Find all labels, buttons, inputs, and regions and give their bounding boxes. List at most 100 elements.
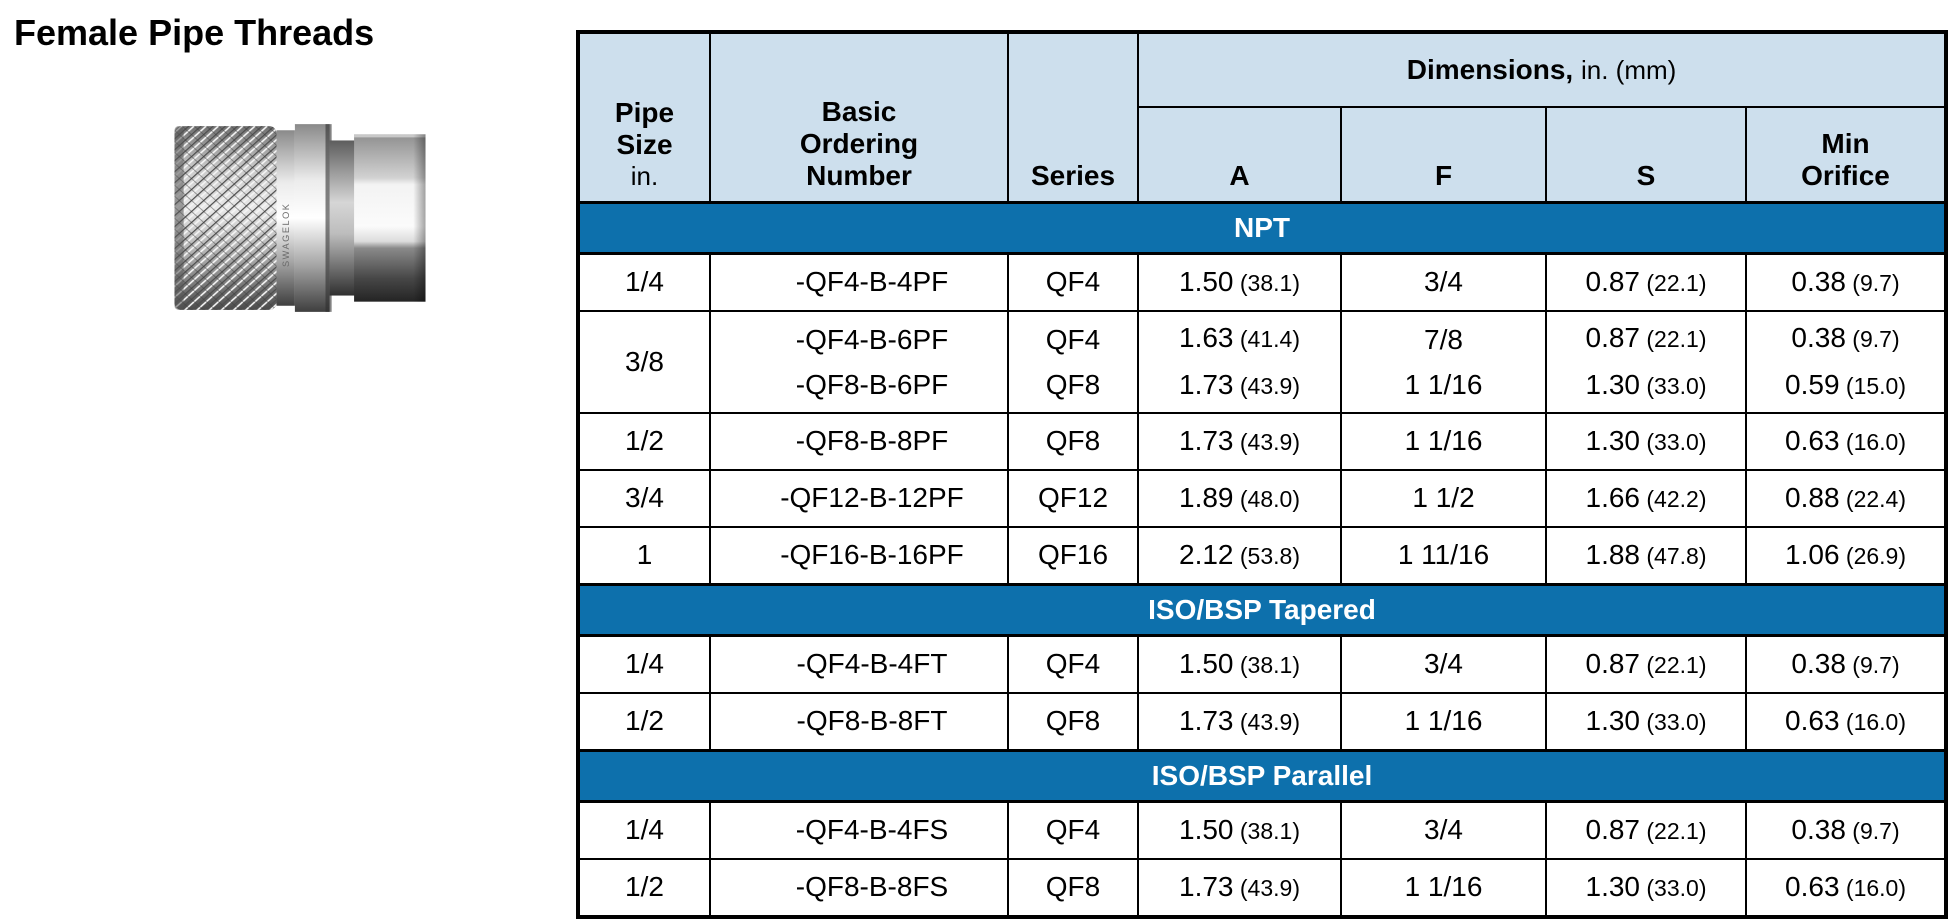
min-orifice-cell: 0.88 (22.4) xyxy=(1744,468,1948,528)
dim-a-cell: 2.12 (53.8) xyxy=(1137,525,1342,585)
ordering-number-cell: -QF4-B-4FS xyxy=(709,800,1009,860)
hex-nut xyxy=(354,134,426,302)
knurled-sleeve xyxy=(174,126,277,310)
dimensions-unit: in. (mm) xyxy=(1580,55,1677,85)
dim-a-cell: 1.50 (38.1) xyxy=(1137,252,1342,312)
col-s-header: S xyxy=(1545,106,1747,203)
ordering-number-header: Basic Ordering Number xyxy=(709,31,1009,203)
dim-s-cell: 1.30 (33.0) xyxy=(1545,411,1747,471)
min-orifice-cell: 0.38 (9.7) xyxy=(1744,634,1948,694)
series-cell: QF8 xyxy=(1007,857,1139,918)
table-row: 1/2 -QF8-B-8FS QF8 1.73 (43.9) 1 1/16 1.30 (3… xyxy=(577,857,1948,918)
series-cell: QF12 xyxy=(1007,468,1139,528)
dim-f-cell: 1 11/16 xyxy=(1340,525,1547,585)
ordering-number-cell: -QF16-B-16PF xyxy=(709,525,1009,585)
section-band-label: NPT xyxy=(576,200,1948,255)
series-cell: QF4 xyxy=(1007,800,1139,860)
series-cell: QF4 xyxy=(1007,634,1139,694)
ordering-number-cell: -QF4-B-4FT xyxy=(709,634,1009,694)
dimensions-label: Dimensions, xyxy=(1406,54,1574,85)
section-row: NPT xyxy=(576,200,1948,255)
section-row: ISO/BSP Parallel xyxy=(576,748,1948,803)
fitting-illustration: SWAGELOK xyxy=(174,124,426,312)
table-row: 1 -QF16-B-16PF QF16 2.12 (53.8) 1 11/16 1.88 … xyxy=(577,525,1948,585)
ordering-number-cell: -QF8-B-8FT xyxy=(709,691,1009,751)
ordering-number-cell: -QF4-B-6PF -QF8-B-6PF xyxy=(709,309,1009,414)
table-header: Pipe Size in. Basic Ordering Number Seri… xyxy=(577,31,1948,203)
pipe-size-cell: 3/8 xyxy=(577,309,711,414)
min-orifice-cell: 0.38 (9.7) xyxy=(1744,252,1948,312)
col-min-orifice-label: Min Orifice xyxy=(1801,127,1890,191)
table-row: 1/4 -QF4-B-4FT QF4 1.50 (38.1) 3/4 0.87 (22.1… xyxy=(577,634,1948,694)
series-cell: QF8 xyxy=(1007,411,1139,471)
ordering-number-header-label: Basic Ordering Number xyxy=(799,95,919,191)
dim-a-cell: 1.73 (43.9) xyxy=(1137,857,1342,918)
min-orifice-cell: 0.63 (16.0) xyxy=(1744,857,1948,918)
pipe-size-cell: 1/2 xyxy=(577,691,711,751)
dim-s-cell: 0.87 (22.1) xyxy=(1545,252,1747,312)
min-orifice-cell: 0.38 (9.7) 0.59 (15.0) xyxy=(1744,309,1948,414)
table-row: 1/2 -QF8-B-8PF QF8 1.73 (43.9) 1 1/16 1.30 (3… xyxy=(577,411,1948,471)
section-band-label: ISO/BSP Parallel xyxy=(576,748,1948,803)
dim-a-cell: 1.50 (38.1) xyxy=(1137,634,1342,694)
series-cell: QF8 xyxy=(1007,691,1139,751)
dim-a-cell: 1.63 (41.4) 1.73 (43.9) xyxy=(1137,309,1342,414)
dim-s-cell: 0.87 (22.1) 1.30 (33.0) xyxy=(1545,309,1747,414)
page-title: Female Pipe Threads xyxy=(14,12,375,53)
col-f-header: F xyxy=(1340,106,1547,203)
dim-s-cell: 1.88 (47.8) xyxy=(1545,525,1747,585)
col-min-orifice-header: Min Orifice xyxy=(1744,106,1948,203)
dim-a-cell: 1.73 (43.9) xyxy=(1137,691,1342,751)
product-photo: SWAGELOK xyxy=(172,118,428,318)
min-orifice-cell: 0.63 (16.0) xyxy=(1744,411,1948,471)
series-cell: QF4 xyxy=(1007,252,1139,312)
pipe-size-cell: 1/2 xyxy=(577,857,711,918)
dim-s-cell: 0.87 (22.1) xyxy=(1545,800,1747,860)
ordering-number-cell: -QF8-B-8FS xyxy=(709,857,1009,918)
dim-f-cell: 1 1/16 xyxy=(1340,857,1547,918)
pipe-size-header: Pipe Size in. xyxy=(577,31,711,203)
series-cell: QF4 QF8 xyxy=(1007,309,1139,414)
dim-f-cell: 7/8 1 1/16 xyxy=(1340,309,1547,414)
dim-f-cell: 3/4 xyxy=(1340,252,1547,312)
dim-f-cell: 1 1/16 xyxy=(1340,411,1547,471)
dim-f-cell: 1 1/16 xyxy=(1340,691,1547,751)
section-row: ISO/BSP Tapered xyxy=(576,582,1948,637)
neck xyxy=(329,140,357,296)
pipe-size-header-label: Pipe Size xyxy=(614,96,675,160)
pipe-size-cell: 1/2 xyxy=(577,411,711,471)
dim-f-cell: 1 1/2 xyxy=(1340,468,1547,528)
ordering-number-cell: -QF4-B-4PF xyxy=(709,252,1009,312)
pipe-size-unit: in. xyxy=(630,160,659,191)
dim-a-cell: 1.73 (43.9) xyxy=(1137,411,1342,471)
engraved-band: SWAGELOK xyxy=(276,130,295,306)
table-row: 3/8 -QF4-B-6PF -QF8-B-6PF QF4 QF8 1.63 (41.4)… xyxy=(577,309,1948,414)
min-orifice-cell: 0.63 (16.0) xyxy=(1744,691,1948,751)
table-row: 1/4 -QF4-B-4PF QF4 1.50 (38.1) 3/4 0.87 (22.1… xyxy=(577,252,1948,312)
pipe-size-cell: 1/4 xyxy=(577,252,711,312)
ordering-number-cell: -QF12-B-12PF xyxy=(709,468,1009,528)
series-header-label: Series xyxy=(1030,159,1116,191)
dim-s-cell: 1.30 (33.0) xyxy=(1545,691,1747,751)
col-a-header: A xyxy=(1137,106,1342,203)
dim-f-cell: 3/4 xyxy=(1340,800,1547,860)
series-header: Series xyxy=(1007,31,1139,203)
dim-s-cell: 1.66 (42.2) xyxy=(1545,468,1747,528)
table-row: 1/2 -QF8-B-8FT QF8 1.73 (43.9) 1 1/16 1.30 (3… xyxy=(577,691,1948,751)
pipe-size-cell: 1 xyxy=(577,525,711,585)
dimensions-group-header: Dimensions, in. (mm) xyxy=(1136,31,1948,108)
dimensions-table: Pipe Size in. Basic Ordering Number Seri… xyxy=(576,30,1949,919)
ordering-number-cell: -QF8-B-8PF xyxy=(709,411,1009,471)
min-orifice-cell: 0.38 (9.7) xyxy=(1744,800,1948,860)
dimensions-table-wrap: Pipe Size in. Basic Ordering Number Seri… xyxy=(576,30,1949,919)
brand-engraving: SWAGELOK xyxy=(281,203,291,267)
dim-s-cell: 0.87 (22.1) xyxy=(1545,634,1747,694)
table-row: 1/4 -QF4-B-4FS QF4 1.50 (38.1) 3/4 0.87 (22.1… xyxy=(577,800,1948,860)
pipe-size-cell: 1/4 xyxy=(577,634,711,694)
table-row: 3/4 -QF12-B-12PF QF12 1.89 (48.0) 1 1/2 1.66 … xyxy=(577,468,1948,528)
dim-s-cell: 1.30 (33.0) xyxy=(1545,857,1747,918)
dim-a-cell: 1.50 (38.1) xyxy=(1137,800,1342,860)
table-body: NPT 1/4 -QF4-B-4PF QF4 1.50 (38.1) 3/4 0.87 (2… xyxy=(576,200,1948,918)
section-band-label: ISO/BSP Tapered xyxy=(576,582,1948,637)
min-orifice-cell: 1.06 (26.9) xyxy=(1744,525,1948,585)
